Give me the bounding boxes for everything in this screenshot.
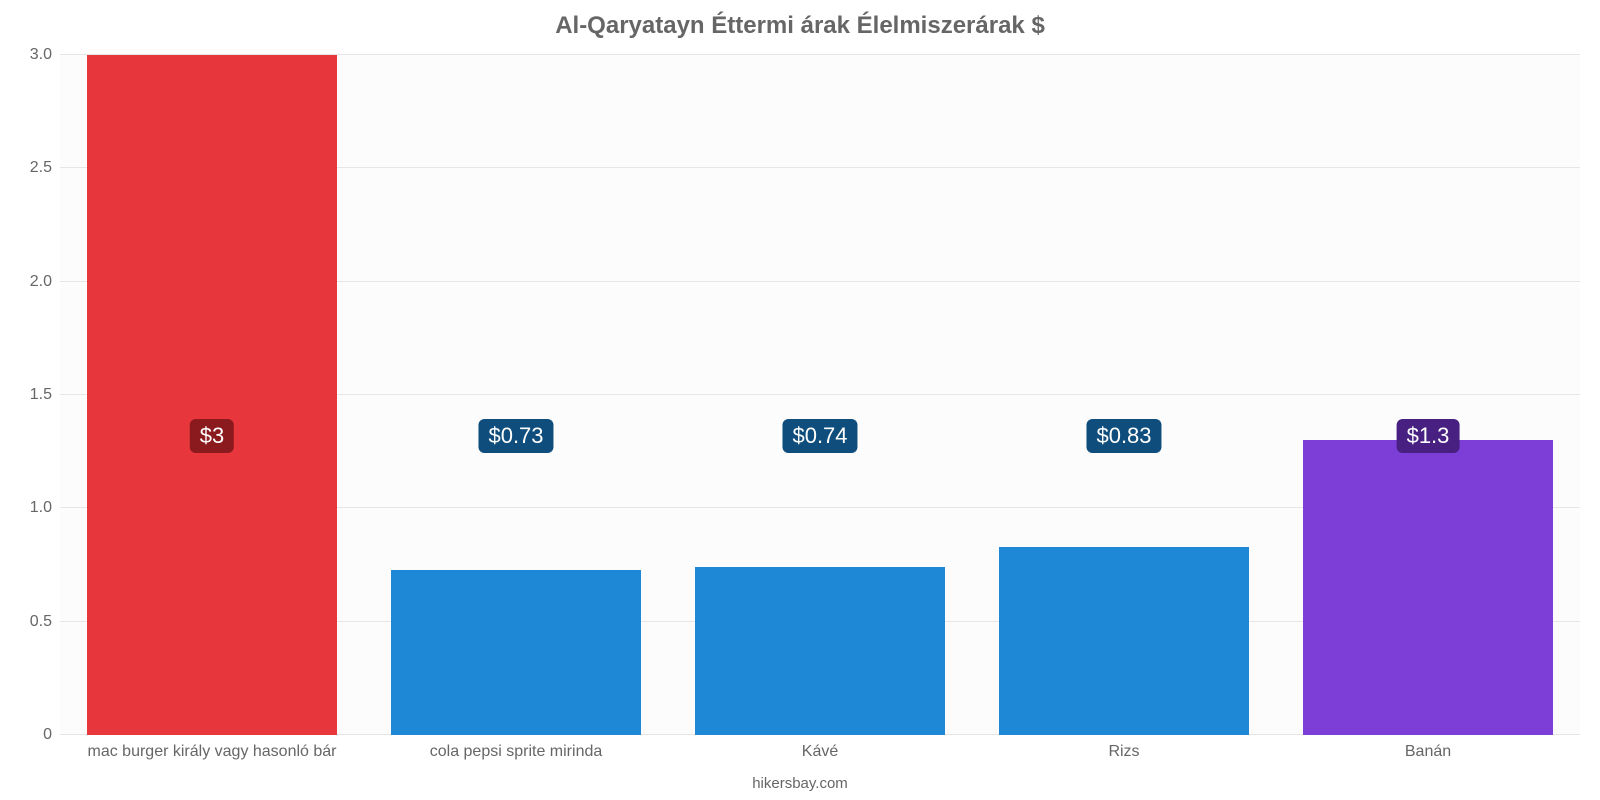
x-axis-tick: Banán	[1405, 743, 1451, 761]
plot-area: 00.51.01.52.02.53.0$3mac burger király v…	[60, 55, 1580, 735]
chart-attribution: hikersbay.com	[0, 775, 1600, 792]
y-axis-tick: 1.5	[30, 386, 52, 404]
bar-value-label: $3	[190, 419, 234, 453]
bar	[87, 55, 336, 735]
bar-value-label: $0.73	[478, 419, 553, 453]
x-axis-tick: Kávé	[802, 743, 838, 761]
chart-title: Al-Qaryatayn Éttermi árak Élelmiszerárak…	[0, 12, 1600, 40]
bar-value-label: $1.3	[1397, 419, 1460, 453]
bar-value-label: $0.83	[1086, 419, 1161, 453]
bar	[999, 547, 1248, 735]
bar-value-label: $0.74	[782, 419, 857, 453]
y-axis-tick: 2.5	[30, 159, 52, 177]
x-axis-tick: cola pepsi sprite mirinda	[430, 743, 603, 761]
bar	[391, 570, 640, 735]
bar	[695, 567, 944, 735]
x-axis-tick: Rizs	[1108, 743, 1139, 761]
y-axis-tick: 2.0	[30, 273, 52, 291]
y-axis-tick: 3.0	[30, 46, 52, 64]
y-axis-tick: 0.5	[30, 613, 52, 631]
bar	[1303, 440, 1552, 735]
y-axis-tick: 1.0	[30, 499, 52, 517]
y-axis-tick: 0	[43, 726, 52, 744]
x-axis-tick: mac burger király vagy hasonló bár	[87, 743, 336, 761]
